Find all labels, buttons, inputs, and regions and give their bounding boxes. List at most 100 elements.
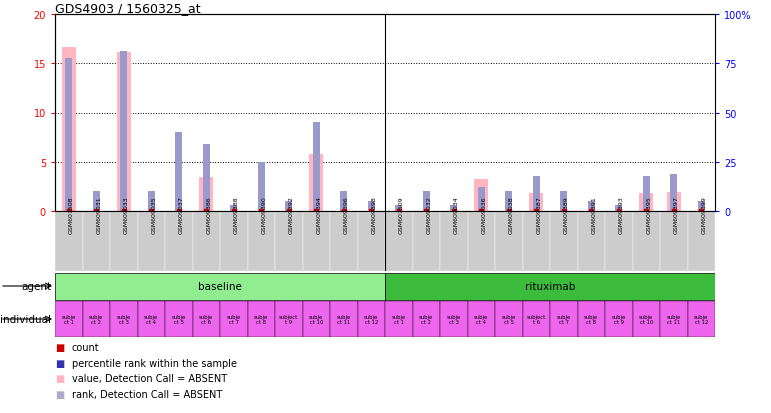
Text: subje
ct 1: subje ct 1 bbox=[62, 314, 76, 325]
Bar bbox=[67, 209, 71, 211]
Bar bbox=[588, 202, 594, 211]
Bar bbox=[577, 301, 605, 337]
Text: subje
ct 7: subje ct 7 bbox=[557, 314, 571, 325]
Text: GSM609036: GSM609036 bbox=[481, 196, 487, 233]
Text: GSM609398: GSM609398 bbox=[372, 196, 376, 233]
Bar bbox=[550, 211, 577, 271]
Text: subje
ct 7: subje ct 7 bbox=[227, 314, 241, 325]
Text: GSM609389: GSM609389 bbox=[564, 196, 569, 233]
Bar bbox=[688, 301, 715, 337]
Text: GSM609397: GSM609397 bbox=[674, 196, 678, 233]
Bar bbox=[385, 301, 412, 337]
Bar bbox=[495, 211, 523, 271]
Text: subje
ct 11: subje ct 11 bbox=[667, 314, 681, 325]
Bar bbox=[177, 209, 180, 211]
Bar bbox=[523, 211, 550, 271]
Bar bbox=[220, 211, 247, 271]
Bar bbox=[94, 209, 98, 211]
Text: ■: ■ bbox=[55, 342, 64, 352]
Bar bbox=[672, 209, 675, 211]
Bar bbox=[148, 192, 155, 211]
Text: GSM609395: GSM609395 bbox=[646, 196, 651, 233]
Text: rituximab: rituximab bbox=[525, 281, 575, 291]
Bar bbox=[385, 211, 412, 271]
Bar bbox=[175, 133, 182, 211]
Text: GSM609394: GSM609394 bbox=[316, 196, 322, 233]
Bar bbox=[440, 211, 467, 271]
Bar bbox=[589, 209, 593, 211]
Text: subje
ct 5: subje ct 5 bbox=[172, 314, 186, 325]
Bar bbox=[577, 211, 605, 271]
Text: subje
ct 3: subje ct 3 bbox=[446, 314, 461, 325]
Bar bbox=[660, 301, 688, 337]
Bar bbox=[530, 194, 543, 211]
Bar bbox=[258, 162, 264, 211]
Text: GDS4903 / 1560325_at: GDS4903 / 1560325_at bbox=[55, 2, 200, 15]
Bar bbox=[615, 206, 622, 211]
Bar bbox=[275, 211, 302, 271]
Bar bbox=[632, 301, 660, 337]
Bar bbox=[313, 123, 320, 211]
Bar bbox=[397, 209, 401, 211]
Bar bbox=[66, 59, 72, 211]
Bar bbox=[368, 202, 375, 211]
Text: ■: ■ bbox=[55, 358, 64, 368]
Bar bbox=[193, 211, 220, 271]
Bar bbox=[309, 154, 323, 211]
Text: GSM609031: GSM609031 bbox=[96, 196, 101, 233]
Text: subje
ct 4: subje ct 4 bbox=[474, 314, 488, 325]
Bar bbox=[55, 301, 82, 337]
Bar bbox=[467, 211, 495, 271]
Bar bbox=[450, 206, 457, 211]
Bar bbox=[120, 52, 127, 211]
Bar bbox=[698, 202, 705, 211]
Bar bbox=[275, 301, 302, 337]
Text: subje
ct 4: subje ct 4 bbox=[144, 314, 158, 325]
Bar bbox=[688, 211, 715, 271]
Bar bbox=[358, 301, 385, 337]
Bar bbox=[667, 193, 681, 211]
Bar bbox=[220, 301, 247, 337]
Text: count: count bbox=[72, 342, 99, 352]
Text: GSM609388: GSM609388 bbox=[234, 196, 239, 233]
Text: GSM607508: GSM607508 bbox=[69, 196, 74, 233]
Text: GSM609034: GSM609034 bbox=[454, 196, 459, 233]
Bar bbox=[82, 211, 110, 271]
Bar bbox=[358, 211, 385, 271]
Bar bbox=[315, 209, 318, 211]
Bar bbox=[247, 211, 275, 271]
Bar bbox=[412, 211, 440, 271]
Bar bbox=[342, 209, 345, 211]
Bar bbox=[643, 176, 650, 211]
Text: subje
ct 6: subje ct 6 bbox=[199, 314, 214, 325]
Text: subje
ct 2: subje ct 2 bbox=[89, 314, 103, 325]
Text: GSM609399: GSM609399 bbox=[702, 196, 706, 233]
Bar bbox=[639, 194, 653, 211]
Bar bbox=[617, 209, 621, 211]
Bar bbox=[82, 301, 110, 337]
Bar bbox=[231, 206, 237, 211]
Text: subje
ct 9: subje ct 9 bbox=[611, 314, 626, 325]
Bar bbox=[117, 53, 130, 211]
Bar bbox=[302, 301, 330, 337]
Bar bbox=[523, 301, 550, 337]
Bar bbox=[93, 192, 99, 211]
Bar bbox=[562, 209, 566, 211]
Text: GSM609392: GSM609392 bbox=[289, 196, 294, 233]
Bar bbox=[645, 209, 648, 211]
Text: subje
ct 3: subje ct 3 bbox=[116, 314, 131, 325]
Bar bbox=[110, 211, 137, 271]
Bar bbox=[533, 176, 540, 211]
Bar bbox=[467, 301, 495, 337]
Bar bbox=[369, 209, 373, 211]
Text: subje
ct 8: subje ct 8 bbox=[584, 314, 598, 325]
Text: GSM609386: GSM609386 bbox=[207, 196, 211, 233]
Text: subject
t 9: subject t 9 bbox=[279, 314, 298, 325]
Bar bbox=[507, 209, 510, 211]
Text: subje
ct 11: subje ct 11 bbox=[337, 314, 351, 325]
Text: individual: individual bbox=[0, 314, 51, 324]
Bar bbox=[137, 301, 165, 337]
Bar bbox=[55, 273, 385, 300]
Bar bbox=[660, 211, 688, 271]
Text: GSM609033: GSM609033 bbox=[124, 196, 129, 233]
